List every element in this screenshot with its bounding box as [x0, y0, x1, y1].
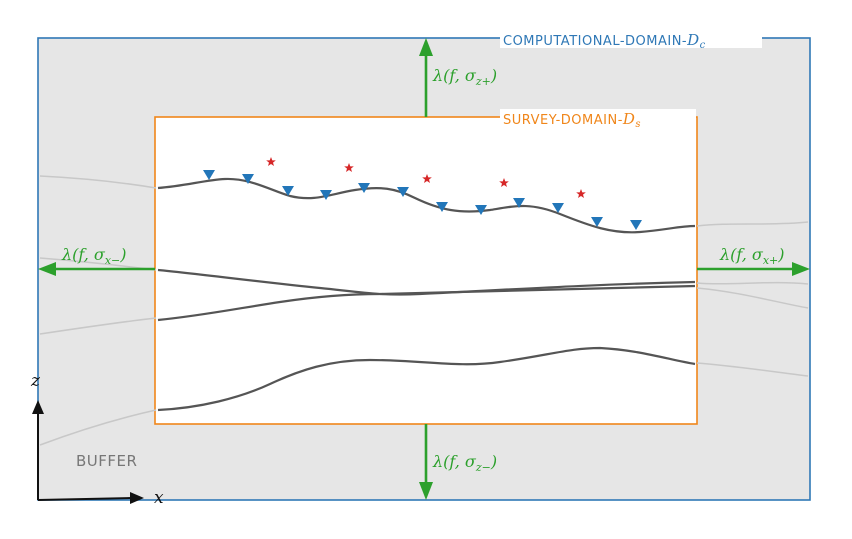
triangle-down-icon — [397, 187, 409, 197]
arrow-right-icon — [130, 492, 144, 504]
triangle-down-icon — [513, 198, 525, 208]
buffer-layer-2-right — [696, 281, 809, 285]
arrow-bottom-label: λ(f, σz−) — [432, 452, 497, 474]
triangle-down-icon — [630, 220, 642, 230]
triangle-down-icon — [320, 190, 332, 200]
arrow-down-icon — [419, 482, 433, 500]
receivers — [203, 170, 642, 230]
survey-domain-label: SURVEY-DOMAIN-Ds — [503, 110, 641, 130]
buffer-layer-1-right — [696, 221, 809, 227]
star-icon — [576, 189, 586, 198]
layer-3 — [157, 284, 696, 322]
triangle-down-icon — [282, 186, 294, 196]
axis-x-label: x — [154, 488, 164, 508]
layer-4 — [157, 346, 696, 412]
arrow-left-icon — [38, 262, 56, 276]
survey-domain — [154, 116, 698, 425]
arrow-right-icon — [792, 262, 810, 276]
triangle-down-icon — [475, 205, 487, 215]
buffer-layer-4-left — [39, 409, 157, 446]
buffer-layer-4-right — [696, 362, 809, 377]
star-icon — [344, 163, 354, 172]
axes — [32, 400, 144, 504]
star-icon — [499, 178, 509, 187]
arrow-top-label: λ(f, σz+) — [432, 66, 497, 88]
buffer-layer-1-left — [39, 175, 157, 189]
layer-surface — [157, 177, 696, 234]
triangle-down-icon — [203, 170, 215, 180]
triangle-down-icon — [552, 203, 564, 213]
arrow-up-icon — [32, 400, 44, 414]
star-icon — [422, 174, 432, 183]
buffer-label: BUFFER — [76, 452, 137, 470]
triangle-down-icon — [358, 183, 370, 193]
buffer-layer-3-left — [39, 317, 157, 335]
x-axis-line — [37, 497, 133, 501]
triangle-down-icon — [242, 174, 254, 184]
arrow-right-label: λ(f, σx+) — [719, 245, 785, 267]
arrow-up-icon — [419, 38, 433, 56]
axis-z-label: z — [30, 371, 41, 391]
triangle-down-icon — [591, 217, 603, 227]
triangle-down-icon — [436, 202, 448, 212]
survey-layers — [157, 177, 696, 412]
pml-arrows — [38, 38, 810, 500]
star-icon — [266, 157, 276, 166]
buffer-layer-3-right — [696, 287, 809, 309]
computational-domain-label: COMPUTATIONAL-DOMAIN-Dc — [503, 31, 706, 51]
buffer-layers — [39, 175, 809, 446]
sources — [266, 157, 586, 198]
arrow-left-label: λ(f, σx−) — [61, 245, 127, 267]
